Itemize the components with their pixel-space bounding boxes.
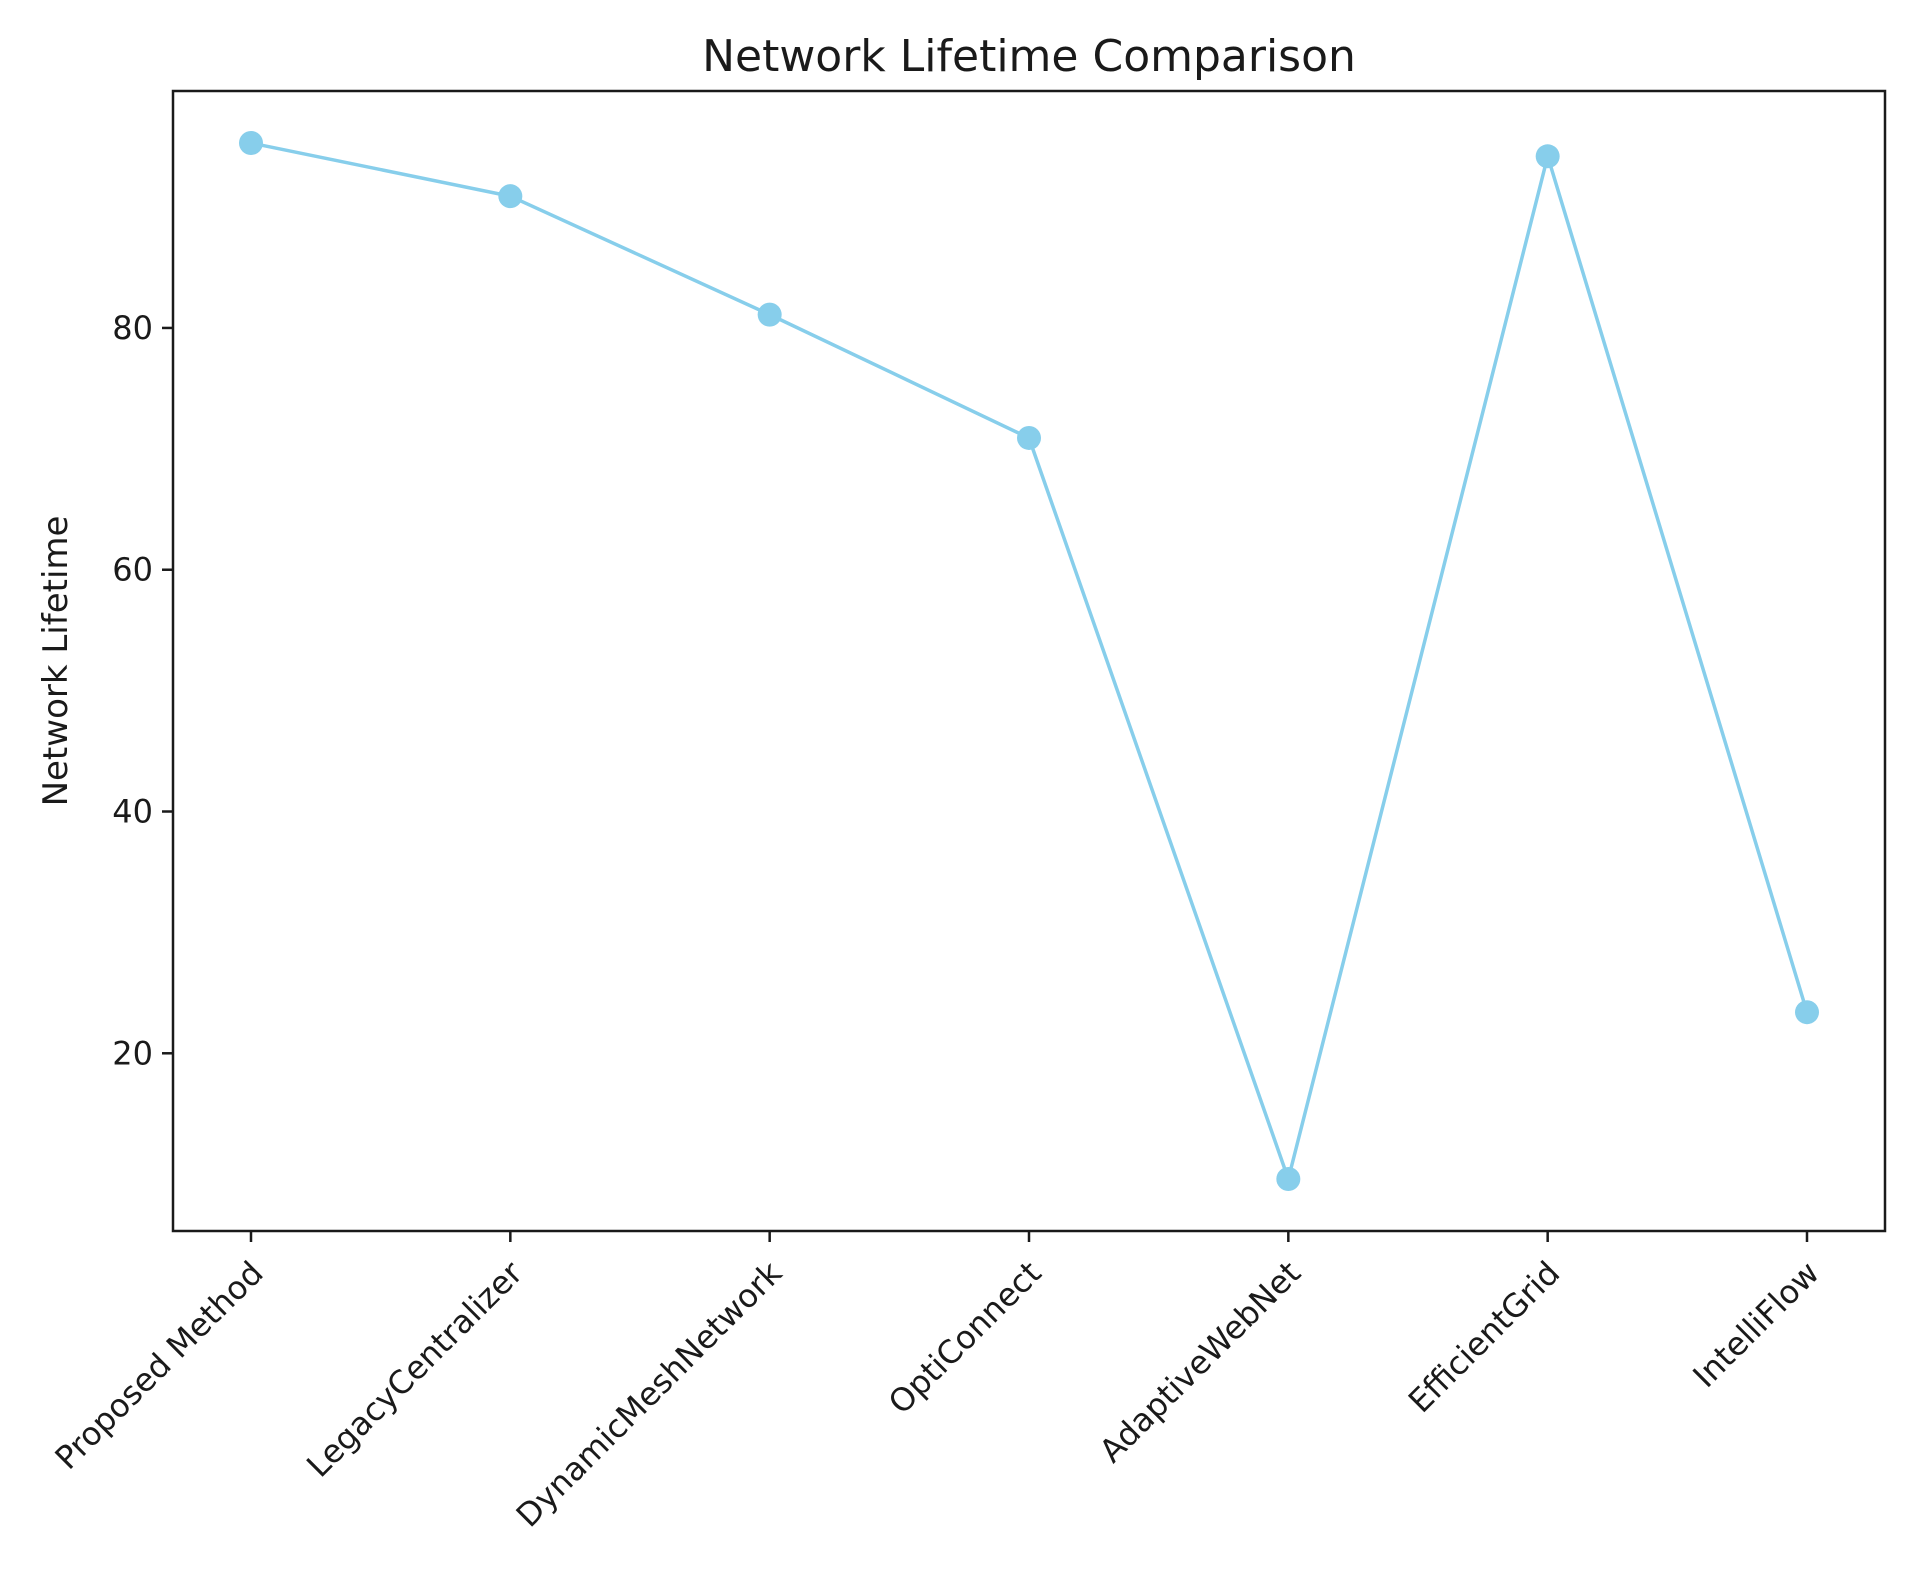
x-axis: Proposed Method LegacyCentralizerDynamicM… bbox=[48, 1231, 1827, 1534]
y-tick-label: 20 bbox=[112, 1034, 153, 1072]
data-point bbox=[1535, 144, 1560, 169]
x-tick-label: IntelliFlow bbox=[1685, 1254, 1826, 1395]
x-tick-label: LegacyCentralizer bbox=[299, 1253, 530, 1484]
x-tick-label: AdaptiveWebNet bbox=[1092, 1254, 1308, 1470]
x-tick-label: EfficientGrid bbox=[1401, 1254, 1567, 1420]
y-axis: 20 40 60 80 bbox=[112, 309, 173, 1072]
y-tick-label: 40 bbox=[112, 793, 153, 831]
y-axis-label: Network Lifetime bbox=[36, 516, 76, 807]
x-tick-label: Proposed Method bbox=[48, 1254, 271, 1477]
x-tick-label: OptiConnect bbox=[881, 1254, 1049, 1422]
data-point bbox=[1276, 1167, 1301, 1192]
data-point bbox=[1017, 425, 1041, 450]
x-tick-label: DynamicMeshNetwork bbox=[509, 1253, 790, 1534]
plot-frame bbox=[171, 89, 1887, 1233]
series-line bbox=[250, 141, 1809, 1181]
data-point bbox=[1795, 1000, 1819, 1025]
y-tick-label: 80 bbox=[112, 309, 153, 347]
data-point bbox=[239, 130, 263, 155]
chart-title: Network Lifetime Comparison bbox=[702, 31, 1356, 82]
series-layer bbox=[239, 130, 1819, 1192]
data-point bbox=[498, 184, 523, 209]
data-point bbox=[757, 302, 782, 327]
y-tick-label: 60 bbox=[112, 551, 153, 589]
